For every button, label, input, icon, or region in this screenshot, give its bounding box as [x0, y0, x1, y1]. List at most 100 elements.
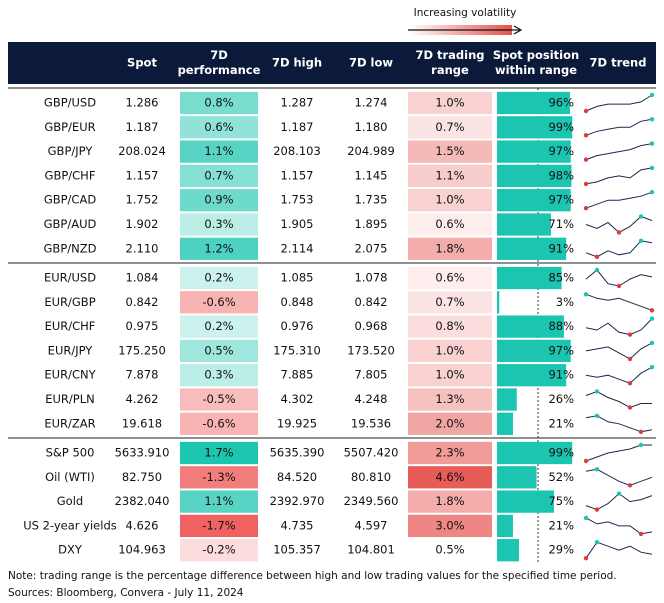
trend-min: [627, 332, 633, 337]
low: 7.805: [355, 368, 388, 382]
high: 1.187: [281, 120, 314, 134]
performance-cell: [180, 266, 258, 290]
performance-cell: [180, 237, 258, 260]
trend-max: [594, 413, 600, 418]
low: 173.520: [347, 343, 395, 357]
low: 4.248: [355, 392, 388, 406]
high: 175.310: [273, 343, 321, 357]
performance-cell: [180, 412, 258, 435]
range-cell: [408, 539, 492, 562]
position-bar: [497, 164, 572, 188]
performance: 1.2%: [204, 241, 233, 255]
performance-cell: [180, 441, 258, 465]
trend-min: [583, 181, 589, 187]
low: 2.075: [355, 241, 388, 255]
column-header: within range: [495, 63, 577, 77]
row-label: GBP/AUD: [44, 217, 97, 231]
performance-cell: [180, 315, 258, 338]
trading-range: 1.0%: [435, 193, 464, 207]
trend-min: [638, 531, 644, 537]
trend-max: [616, 491, 622, 496]
high: 0.976: [281, 319, 314, 333]
position-bar: [497, 441, 573, 465]
row-label: GBP/EUR: [44, 120, 95, 134]
position: 88%: [548, 319, 574, 333]
trend-min: [638, 429, 644, 434]
performance: 0.5%: [204, 343, 233, 357]
range-cell: [408, 441, 492, 465]
position: 21%: [548, 518, 574, 532]
range-cell: [408, 412, 492, 435]
trend-min: [583, 157, 589, 162]
row-label: EUR/CHF: [45, 319, 96, 333]
position-bar: [497, 116, 573, 139]
trend-min: [616, 283, 622, 289]
range-cell: [408, 164, 492, 188]
range-cell: [408, 213, 492, 236]
row-label: DXY: [58, 543, 83, 557]
high: 84.520: [277, 470, 317, 484]
trend-line: [585, 318, 653, 336]
spot: 7.878: [126, 368, 159, 382]
trend-max: [649, 340, 655, 346]
low: 4.597: [355, 518, 388, 532]
position-bar: [497, 140, 571, 163]
trend-line: [585, 94, 653, 112]
position: 85%: [548, 271, 574, 285]
trend-line: [585, 191, 653, 209]
performance-cell: [180, 116, 258, 139]
high: 4.302: [281, 392, 314, 406]
high: 105.357: [273, 543, 321, 557]
position: 99%: [548, 120, 574, 134]
trend-max: [649, 316, 655, 321]
trading-range: 1.5%: [435, 144, 464, 158]
footnote: Note: trading range is the percentage di…: [8, 570, 617, 582]
trend-line: [585, 240, 653, 258]
trend-max: [638, 238, 644, 243]
trading-range: 1.3%: [435, 392, 464, 406]
position-bar: [497, 237, 567, 260]
trend-line: [585, 541, 653, 559]
trend-max: [594, 467, 600, 472]
position-bar: [497, 315, 564, 338]
trading-range: 2.0%: [435, 416, 464, 430]
range-cell: [408, 490, 492, 513]
low: 104.801: [347, 543, 395, 557]
spot: 104.963: [118, 543, 166, 557]
trading-range: 1.0%: [435, 368, 464, 382]
performance-cell: [180, 514, 258, 538]
high: 208.103: [273, 144, 321, 158]
spot: 0.975: [126, 319, 159, 333]
column-header: performance: [178, 63, 261, 77]
row-label: GBP/JPY: [48, 144, 94, 158]
low: 0.842: [355, 295, 388, 309]
range-cell: [408, 91, 492, 115]
position-bar: [497, 189, 571, 212]
position-bar: [497, 266, 562, 290]
position: 75%: [548, 494, 574, 508]
position-bar: [497, 339, 571, 363]
trading-range: 1.8%: [435, 494, 464, 508]
position: 98%: [548, 168, 574, 182]
trading-range: 3.0%: [435, 518, 464, 532]
position-bar: [497, 539, 520, 562]
position-bar: [497, 490, 554, 513]
high: 1.157: [281, 168, 314, 182]
performance: 0.9%: [204, 193, 233, 207]
column-header: 7D trading: [415, 48, 484, 62]
position: 29%: [548, 543, 574, 557]
trend-min: [616, 230, 622, 235]
row-label: US 2-year yields: [23, 518, 117, 532]
high: 2.114: [281, 241, 314, 255]
performance-cell: [180, 213, 258, 236]
performance-cell: [180, 291, 258, 314]
row-label: Oil (WTI): [45, 470, 95, 484]
spot: 5633.910: [115, 446, 170, 460]
low: 2349.560: [344, 494, 399, 508]
performance: -0.6%: [202, 416, 235, 430]
high: 19.925: [277, 416, 317, 430]
performance-cell: [180, 189, 258, 212]
performance-cell: [180, 91, 258, 115]
performance-cell: [180, 364, 258, 387]
row-label: EUR/CNY: [44, 368, 96, 382]
